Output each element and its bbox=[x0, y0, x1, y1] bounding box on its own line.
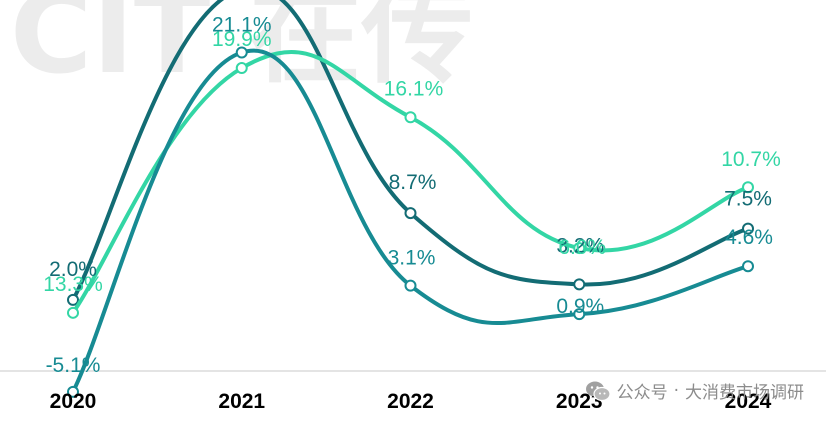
data-point-s3-2021 bbox=[235, 46, 248, 59]
data-point-s2-2021 bbox=[235, 62, 248, 75]
series-line-1 bbox=[71, 0, 750, 302]
series-layer bbox=[67, 0, 754, 398]
data-label-s2-2022: 16.1% bbox=[384, 77, 444, 100]
data-label-s2-2024: 10.7% bbox=[721, 148, 781, 171]
data-label-layer: 2.0% 8.7% 3.2% 7.5% 13.3% 19.9% 16.1% 6.0% 10.7%… bbox=[43, 14, 781, 377]
data-point-s1-2024 bbox=[742, 222, 754, 235]
source-name: 大消费市场调研 bbox=[685, 383, 804, 403]
data-point-s3-2022 bbox=[404, 279, 417, 292]
series-line-3 bbox=[71, 48, 750, 394]
data-point-s2-2024 bbox=[742, 181, 754, 194]
data-point-s3-2024 bbox=[742, 260, 754, 273]
data-point-s1-2020 bbox=[67, 293, 79, 306]
data-label-s3-2021: 21.1% bbox=[212, 14, 272, 37]
data-label-s3-2020: -5.1% bbox=[46, 354, 101, 377]
data-label-s3-2022: 3.1% bbox=[388, 247, 436, 270]
data-label-s2-2020: 13.3% bbox=[43, 273, 103, 296]
x-tick-2020: 2020 bbox=[50, 390, 97, 413]
data-point-s1-2022 bbox=[404, 207, 417, 220]
wechat-icon bbox=[585, 381, 611, 401]
x-tick-layer: 2020 2021 2022 2023 2024 bbox=[50, 390, 772, 413]
data-label-s3-2023: 0.9% bbox=[556, 295, 604, 318]
data-label-s1-2023: 3.2% bbox=[556, 234, 604, 257]
x-tick-2023: 2023 bbox=[556, 390, 603, 413]
data-point-s2-2023 bbox=[573, 242, 586, 255]
data-point-s2-2020 bbox=[67, 306, 79, 319]
source-watermark: 公众号 · 大消费市场调研 bbox=[585, 378, 804, 403]
data-label-s3-2024: 4.6% bbox=[725, 226, 773, 249]
data-point-s2-2022 bbox=[404, 111, 417, 124]
x-tick-2024: 2024 bbox=[725, 390, 772, 413]
x-tick-2022: 2022 bbox=[387, 390, 434, 413]
x-tick-2021: 2021 bbox=[218, 390, 265, 413]
data-label-s1-2024: 7.5% bbox=[724, 188, 772, 211]
data-label-s1-2022: 8.7% bbox=[389, 171, 437, 194]
data-label-s1-2020: 2.0% bbox=[49, 258, 97, 281]
data-point-s3-2020 bbox=[67, 385, 79, 398]
source-label: 公众号 bbox=[616, 383, 668, 403]
data-label-s2-2021: 19.9% bbox=[212, 28, 272, 51]
data-point-s3-2023 bbox=[573, 308, 586, 321]
data-point-s1-2023 bbox=[573, 278, 586, 291]
source-separator: · bbox=[673, 380, 679, 401]
data-label-s2-2023: 6.0% bbox=[558, 236, 606, 259]
